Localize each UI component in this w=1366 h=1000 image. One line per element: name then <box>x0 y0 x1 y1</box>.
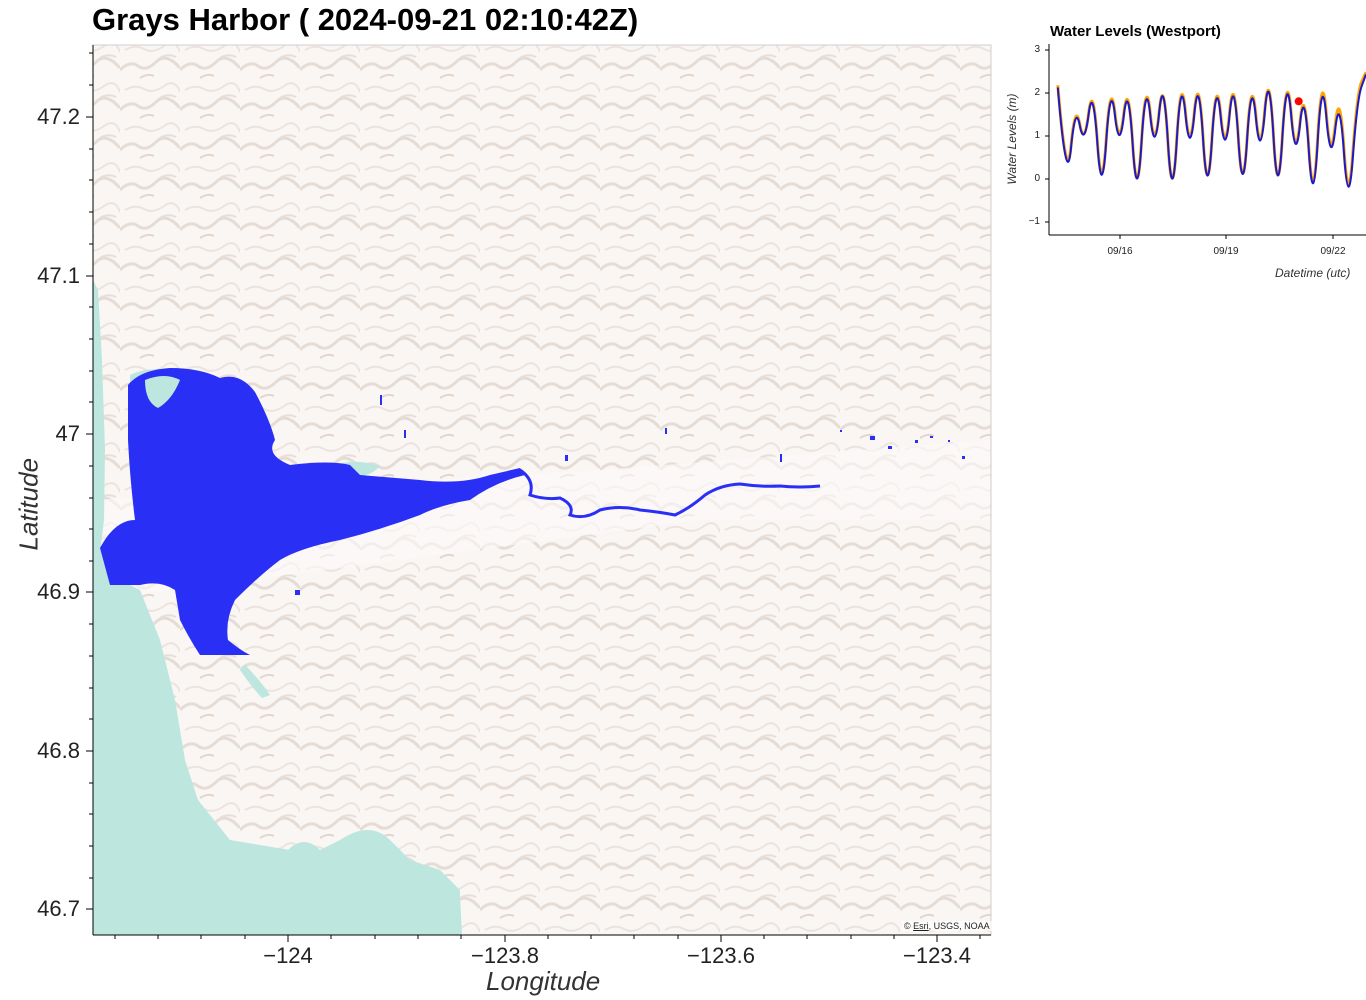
water-level-y-label: Water Levels (m) <box>1005 93 1019 185</box>
y-tick-label: 46.8 <box>37 738 80 763</box>
ocean-area <box>93 280 462 935</box>
y-tick-label: 47.1 <box>37 263 80 288</box>
attribution-rest: , USGS, NOAA <box>928 921 990 931</box>
willapa-bay <box>250 830 460 935</box>
wl-y-tick-label: 0 <box>1034 173 1040 184</box>
x-axis-label: Longitude <box>486 966 601 996</box>
water-level-x-label: Datetime (utc) <box>1275 266 1351 280</box>
y-tick-label: 46.7 <box>37 896 80 921</box>
harbor-island <box>145 376 180 408</box>
x-tick-label: −124 <box>263 943 313 968</box>
map-attribution: © Esri, USGS, NOAA <box>902 921 992 931</box>
y-axis-label: Latitude <box>13 457 44 551</box>
y-minor-ticks <box>89 52 93 879</box>
flood-extent-river <box>519 468 821 519</box>
tidal-channel-south <box>240 665 270 698</box>
attribution-prefix: © <box>904 921 914 931</box>
y-tick-label: 47 <box>55 421 80 446</box>
wl-y-tick-label: 2 <box>1034 87 1040 98</box>
y-tick-marks <box>86 116 93 910</box>
wl-x-tick-label: 09/22 <box>1320 246 1346 257</box>
wl-y-tick-label: 3 <box>1034 44 1040 55</box>
x-tick-label: −123.4 <box>903 943 971 968</box>
x-tick-label: −123.6 <box>687 943 755 968</box>
lowland-area <box>93 440 990 600</box>
x-minor-ticks <box>114 935 981 939</box>
flood-extent-harbor <box>100 368 525 655</box>
wl-x-tick-label: 09/16 <box>1107 246 1133 257</box>
wl-y-tick-label: 1 <box>1034 130 1040 141</box>
x-tick-marks <box>287 935 938 942</box>
water-level-chart-title: Water Levels (Westport) <box>1050 23 1221 40</box>
y-tick-label: 46.9 <box>37 579 80 604</box>
y-tick-label: 47.2 <box>37 104 80 129</box>
esri-link[interactable]: Esri <box>913 921 929 931</box>
map-title: Grays Harbor ( 2024-09-21 02:10:42Z) <box>92 2 639 37</box>
wl-y-tick-label: −1 <box>1028 216 1040 227</box>
wl-x-tick-label: 09/19 <box>1213 246 1239 257</box>
x-tick-label: −123.8 <box>471 943 539 968</box>
flood-speckles <box>240 395 965 595</box>
